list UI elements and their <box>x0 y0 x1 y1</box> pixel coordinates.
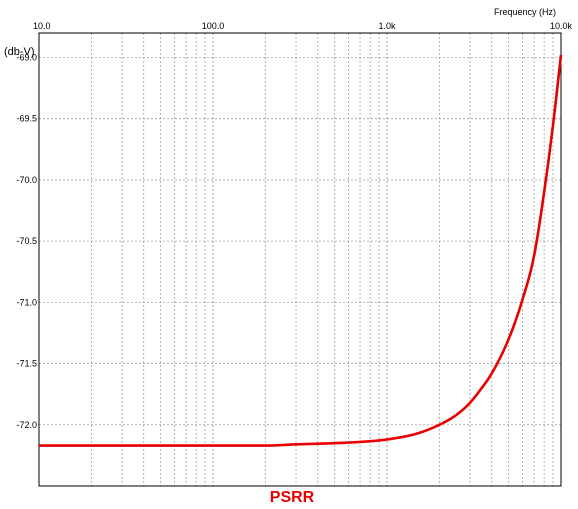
y-tick-label: -69.5 <box>16 114 37 124</box>
y-tick-label: -72.0 <box>16 420 37 430</box>
chart-caption: PSRR <box>270 489 315 506</box>
y-tick-label: -69.0 <box>16 52 37 62</box>
grid <box>39 33 561 486</box>
x-tick-label: 1.0k <box>378 21 396 31</box>
series-layer <box>39 54 563 447</box>
x-axis-title: Frequency (Hz) <box>494 7 556 17</box>
x-tick-label: 100.0 <box>202 21 225 31</box>
y-tick-label: -71.5 <box>16 359 37 369</box>
y-tick-label: -71.0 <box>16 297 37 307</box>
y-tick-labels: -69.0 -69.5 -70.0 -70.5 -71.0 -71.5 -72.0 <box>16 52 37 429</box>
y-axis-unit: (db-V) <box>4 46 35 58</box>
plot-frame <box>38 32 562 487</box>
x-tick-labels: 10.0 100.0 1.0k 10.0k <box>33 21 572 31</box>
x-tick-label: 10.0k <box>550 21 573 31</box>
y-tick-label: -70.5 <box>16 236 37 246</box>
series-line-0 <box>39 54 563 447</box>
x-tick-label: 10.0 <box>33 21 51 31</box>
y-tick-label: -70.0 <box>16 175 37 185</box>
